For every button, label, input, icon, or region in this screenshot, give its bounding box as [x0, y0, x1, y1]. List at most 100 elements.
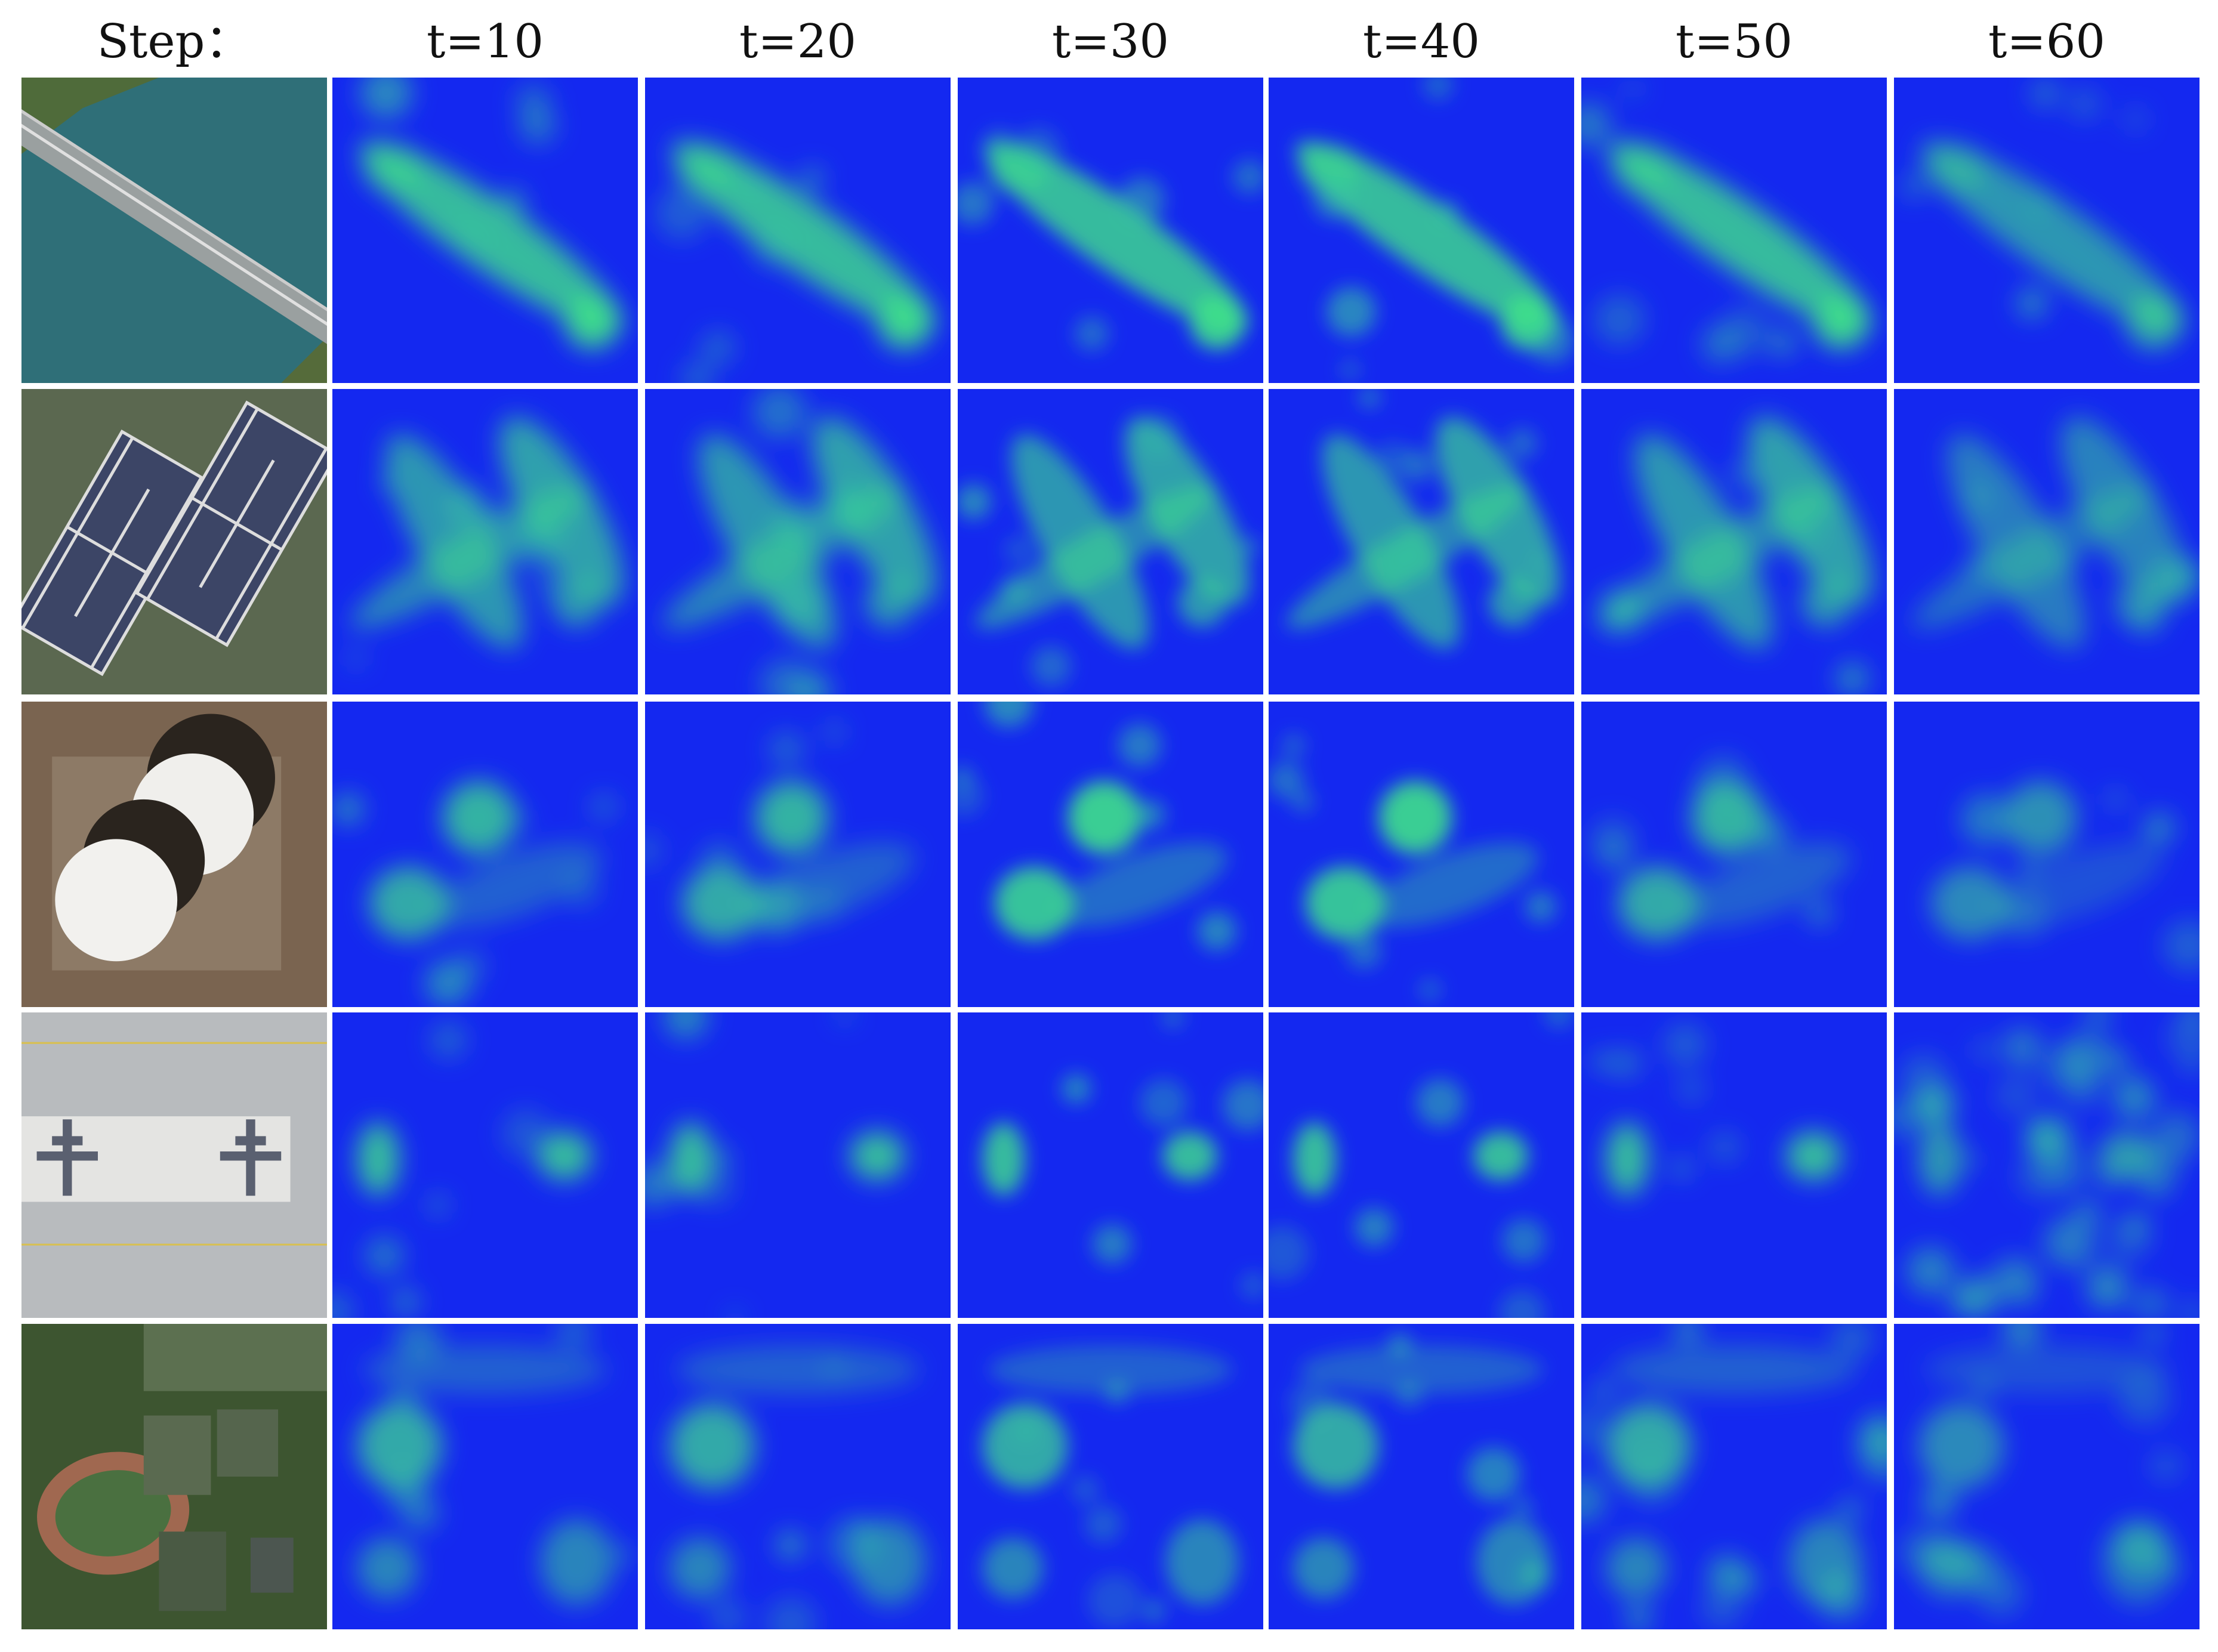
- activation: [2180, 1055, 2200, 1079]
- activation: [2098, 1165, 2121, 1187]
- activation: [1355, 1208, 1394, 1247]
- activation: [1605, 1122, 1649, 1196]
- blobs: [645, 721, 915, 940]
- activation: [356, 1403, 443, 1489]
- activation: [2044, 1216, 2096, 1268]
- activation: [975, 485, 1215, 629]
- heatmap: [1269, 389, 1574, 694]
- activation: [1624, 1452, 1680, 1507]
- activation: [1071, 1475, 1099, 1503]
- activation: [2002, 1324, 2042, 1348]
- heatmap: [1894, 78, 2200, 383]
- activation: [356, 1122, 400, 1196]
- activation: [750, 879, 804, 934]
- column-label: t=20: [739, 15, 856, 69]
- activation: [1359, 389, 1380, 408]
- activation: [1299, 1345, 1544, 1394]
- activation: [1004, 535, 1034, 566]
- activation: [540, 1519, 614, 1605]
- activation: [1519, 1559, 1551, 1592]
- blobs: [982, 1012, 1263, 1299]
- column-label: t=10: [427, 15, 544, 69]
- activation: [442, 781, 516, 854]
- blobs: [356, 1324, 634, 1605]
- heatmap: [1894, 1012, 2200, 1318]
- blobs: [332, 781, 618, 1006]
- heatmap: [1581, 702, 1887, 1007]
- activation: [1232, 159, 1263, 194]
- activation: [1502, 1219, 1546, 1263]
- activation: [1581, 1406, 1607, 1450]
- activation: [1292, 1537, 1355, 1599]
- activation: [1061, 1073, 1091, 1104]
- heatmap: [1894, 1324, 2200, 1629]
- blobs: [1590, 755, 1852, 940]
- heatmap: [958, 389, 1263, 694]
- thumbnail-airport: [21, 1012, 327, 1318]
- activation: [681, 866, 761, 940]
- activation: [1894, 1098, 1921, 1138]
- activation: [1930, 866, 2010, 940]
- heatmap: [958, 1012, 1263, 1318]
- activation: [1731, 1567, 1759, 1596]
- activation: [1911, 485, 2151, 629]
- activation: [1295, 141, 1559, 332]
- activation: [1605, 1537, 1667, 1599]
- activation: [958, 484, 992, 520]
- activation: [1599, 485, 1838, 629]
- activation: [773, 580, 821, 628]
- activation: [1612, 1049, 1641, 1078]
- heatmap: [645, 1324, 951, 1629]
- activation: [518, 106, 557, 146]
- activation: [2152, 1111, 2200, 1160]
- activation: [1858, 1428, 1887, 1481]
- activation: [2030, 79, 2059, 108]
- activation: [1899, 1528, 1945, 1574]
- activation: [1924, 144, 1986, 194]
- activation: [1326, 286, 1377, 337]
- activation: [388, 1383, 420, 1415]
- activation: [1995, 1075, 2036, 1116]
- activation: [825, 1357, 844, 1378]
- activation: [1498, 1290, 1545, 1318]
- activation: [865, 578, 914, 628]
- activation: [556, 1324, 593, 1350]
- blobs: [1900, 79, 2185, 350]
- activation: [988, 1345, 1233, 1394]
- activation: [755, 781, 829, 854]
- activation: [1269, 761, 1304, 799]
- thumbnail-stadium: [21, 1324, 327, 1629]
- activation: [1581, 103, 1611, 147]
- activation: [1281, 733, 1306, 758]
- activation: [2025, 1120, 2062, 1156]
- activation: [384, 1468, 428, 1512]
- activation: [725, 1308, 745, 1318]
- activation: [1000, 576, 1028, 604]
- activation: [672, 141, 936, 332]
- activation: [332, 793, 364, 825]
- activation: [669, 1537, 731, 1599]
- activation: [776, 1531, 805, 1560]
- activation: [471, 237, 493, 261]
- activation: [982, 128, 1017, 163]
- activation: [984, 702, 1034, 727]
- activation: [699, 841, 739, 881]
- activation: [765, 1597, 818, 1629]
- activation: [1691, 781, 1765, 854]
- activation: [752, 389, 807, 439]
- activation: [2123, 107, 2148, 132]
- activation: [1389, 1333, 1411, 1355]
- activation: [1375, 440, 1409, 474]
- activation: [365, 1236, 405, 1276]
- blobs: [1899, 1324, 2182, 1616]
- activation: [2068, 87, 2102, 121]
- activation: [1838, 1497, 1862, 1521]
- blobs: [1295, 78, 1574, 379]
- activation: [1581, 1477, 1606, 1524]
- activation: [1054, 842, 1228, 928]
- activation: [1906, 1246, 1955, 1295]
- blobs: [958, 127, 1263, 351]
- activation: [1513, 1497, 1532, 1517]
- activation: [1074, 316, 1109, 351]
- activation: [1068, 781, 1142, 854]
